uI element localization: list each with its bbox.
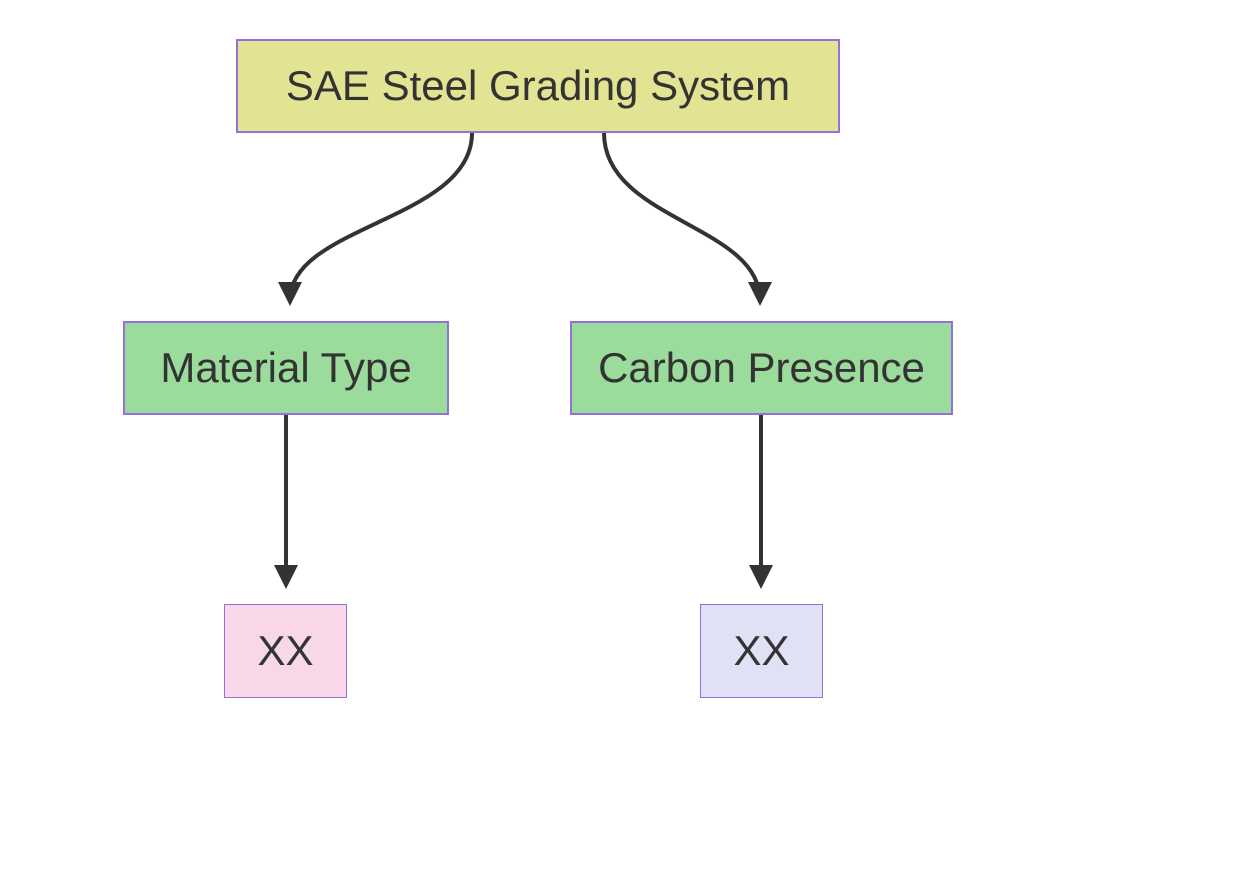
xx-right-node: XX: [700, 604, 823, 698]
root-node-label: SAE Steel Grading System: [286, 62, 790, 110]
root-node: SAE Steel Grading System: [236, 39, 840, 133]
material-type-label: Material Type: [160, 344, 411, 392]
carbon-presence-label: Carbon Presence: [598, 344, 925, 392]
xx-left-label: XX: [257, 627, 313, 675]
xx-left-node: XX: [224, 604, 347, 698]
carbon-presence-node: Carbon Presence: [570, 321, 953, 415]
xx-right-label: XX: [733, 627, 789, 675]
material-type-node: Material Type: [123, 321, 449, 415]
